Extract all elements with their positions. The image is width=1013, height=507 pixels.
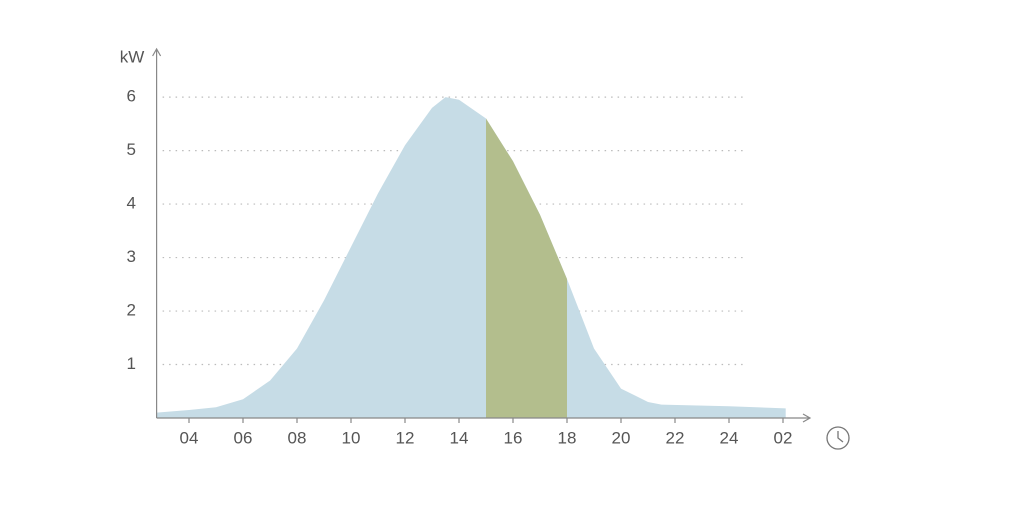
x-tick-label: 16 [504,428,523,447]
x-tick-label: 02 [774,428,793,447]
y-tick-label: 4 [127,194,136,213]
clock-icon [826,426,850,450]
y-tick-label: 5 [127,140,136,159]
y-tick-label: 3 [127,247,136,266]
y-tick-label: 6 [127,87,136,106]
x-tick-label: 24 [720,428,739,447]
x-tick-label: 10 [342,428,361,447]
x-tick-label: 18 [558,428,577,447]
x-tick-label: 08 [288,428,307,447]
x-tick-label: 06 [234,428,253,447]
highlight-area [486,118,567,418]
y-axis [152,47,162,418]
y-tick-label: 2 [127,301,136,320]
y-axis-label: kW [120,47,145,66]
x-axis [156,413,812,423]
y-tick-label: 1 [127,354,136,373]
x-tick-label: 14 [450,428,469,447]
x-tick-label: 20 [612,428,631,447]
x-tick-label: 22 [666,428,685,447]
x-tick-label: 04 [180,428,199,447]
x-tick-label: 12 [396,428,415,447]
area [156,97,786,418]
